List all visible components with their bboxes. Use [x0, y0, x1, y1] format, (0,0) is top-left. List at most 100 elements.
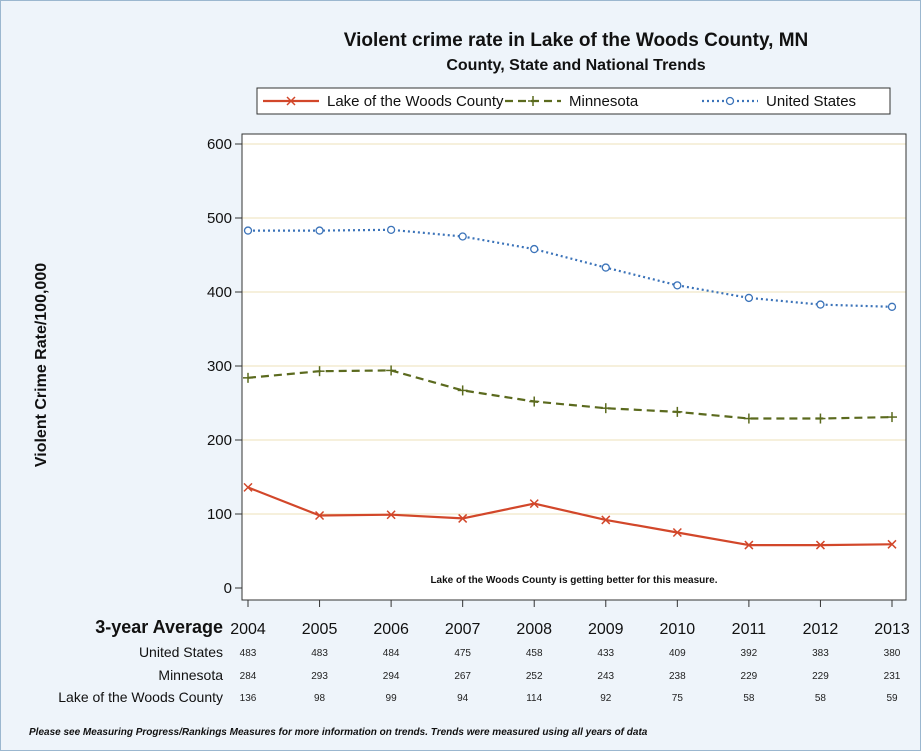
legend-marker-united-states [725, 96, 735, 106]
series-group [243, 225, 897, 550]
x-tick-label: 2005 [302, 621, 338, 638]
table-cell: 294 [383, 671, 400, 682]
table-cell: 58 [743, 693, 755, 704]
x-tick-label: 2013 [874, 621, 910, 638]
x-tick-label: 2008 [516, 621, 552, 638]
marker-stroke [673, 281, 682, 290]
chart-annotation: Lake of the Woods County is getting bett… [430, 575, 717, 586]
marker-stroke [725, 96, 735, 106]
marker-stroke [744, 293, 754, 303]
x-tick-label: 2012 [803, 621, 839, 638]
chart-subtitle: County, State and National Trends [446, 57, 705, 74]
data-point-lake-of-the-woods-county [672, 527, 682, 538]
marker-stroke [386, 225, 396, 234]
marker-stroke [315, 510, 325, 521]
table-cell: 58 [815, 693, 827, 704]
data-point-united-states [243, 226, 253, 235]
marker-stroke [315, 226, 324, 235]
data-point-lake-of-the-woods-county [887, 539, 897, 549]
legend-label-united-states: United States [766, 93, 856, 110]
table-cell: 136 [240, 693, 257, 704]
table-cell: 75 [672, 693, 684, 704]
x-tick-label: 2009 [588, 621, 624, 638]
data-point-lake-of-the-woods-county [815, 540, 825, 550]
data-point-minnesota [672, 406, 683, 417]
marker-stroke [386, 510, 396, 520]
legend-marker-minnesota [528, 96, 538, 106]
table-cell: 231 [884, 671, 901, 682]
y-tick-label: 200 [207, 432, 232, 449]
data-point-united-states [315, 226, 324, 235]
chart-title: Violent crime rate in Lake of the Woods … [344, 30, 809, 51]
legend-marker-lake-of-the-woods-county [286, 96, 296, 106]
table-cell: 483 [311, 648, 328, 659]
y-tick-label: 600 [207, 136, 232, 153]
table-cell: 475 [454, 648, 471, 659]
y-tick-label: 300 [207, 358, 232, 375]
data-point-minnesota [529, 396, 540, 407]
x-tick-label: 2006 [373, 621, 409, 638]
table-cell: 267 [454, 671, 471, 682]
marker-stroke [816, 300, 825, 309]
table-cell: 284 [240, 671, 257, 682]
y-tick-label: 100 [207, 506, 232, 523]
data-point-lake-of-the-woods-county [243, 482, 253, 492]
table-cell: 238 [669, 671, 686, 682]
table-cell: 98 [314, 693, 326, 704]
data-point-minnesota [243, 372, 253, 383]
legend-box [256, 87, 891, 115]
table-cell: 252 [526, 671, 543, 682]
data-point-lake-of-the-woods-county [744, 540, 754, 550]
marker-stroke [286, 96, 296, 106]
data-table: 3-year Average United States 483 483 484 475… [58, 617, 901, 705]
data-point-minnesota [887, 412, 897, 423]
marker-stroke [243, 482, 253, 492]
data-point-minnesota [743, 413, 754, 424]
data-point-minnesota [386, 365, 397, 376]
y-tick-label: 0 [224, 580, 232, 597]
data-point-lake-of-the-woods-county [458, 513, 468, 523]
table-cell: 229 [812, 671, 829, 682]
marker-stroke [458, 232, 467, 241]
legend: Lake of the Woods County Minnesota United … [256, 87, 891, 115]
data-point-united-states [887, 302, 897, 311]
data-point-united-states [816, 300, 825, 309]
marker-stroke [601, 263, 610, 272]
marker-stroke [530, 244, 539, 254]
footnote: Please see Measuring Progress/Rankings M… [29, 727, 648, 738]
data-point-united-states [386, 225, 396, 234]
table-cell: 483 [240, 648, 257, 659]
table-cell: 458 [526, 648, 543, 659]
data-point-united-states [530, 244, 539, 254]
table-cell: 380 [884, 648, 901, 659]
table-cell: 99 [386, 693, 398, 704]
table-row-label-minnesota: Minnesota [158, 667, 223, 683]
x-tick-label: 2010 [660, 621, 696, 638]
plot-area: 0 100 200 300 400 500 600 2004 2005 2006 2007 2008… [207, 133, 910, 638]
series-line-minnesota [247, 369, 893, 420]
y-tick-label: 500 [207, 210, 232, 227]
y-tick-label: 400 [207, 284, 232, 301]
plot-background [242, 134, 906, 600]
table-cell: 229 [741, 671, 758, 682]
marker-stroke [529, 499, 539, 509]
table-cell: 392 [741, 648, 758, 659]
data-point-united-states [458, 232, 467, 241]
table-cell: 114 [526, 693, 542, 704]
x-tick-label: 2011 [732, 621, 767, 638]
marker-stroke [887, 302, 897, 311]
table-cell: 92 [600, 693, 612, 704]
y-axis: 0 100 200 300 400 500 600 [207, 136, 242, 597]
legend-label-lake-of-the-woods-county: Lake of the Woods County [327, 93, 504, 110]
table-cell: 433 [597, 648, 614, 659]
data-point-minnesota [600, 403, 611, 414]
gridlines [242, 143, 906, 515]
marker-stroke [458, 513, 468, 523]
series-line-lake-of-the-woods-county [247, 486, 893, 547]
marker-stroke [744, 540, 754, 550]
y-axis-label: Violent Crime Rate/100,000 [33, 263, 50, 467]
data-point-lake-of-the-woods-county [601, 515, 611, 525]
table-cell: 94 [457, 693, 469, 704]
marker-stroke [815, 540, 825, 550]
